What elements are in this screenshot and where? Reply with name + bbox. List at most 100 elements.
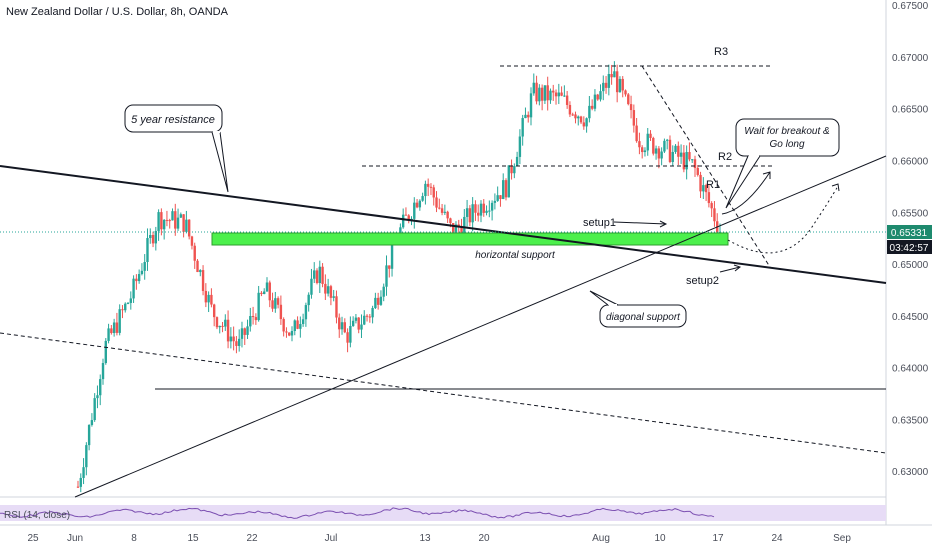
candle-body [474, 204, 477, 213]
candle-body [615, 71, 619, 93]
candle-body [624, 90, 627, 95]
current-price-value: 0.65331 [891, 228, 928, 239]
candle-body [493, 200, 497, 203]
candle-body [574, 114, 577, 119]
diagonal-support-line[interactable] [74, 155, 887, 498]
price-axis[interactable]: 0.67500 0.67000 0.66500 0.66000 0.65500 0.650… [892, 1, 929, 478]
candle-body [374, 297, 377, 309]
price-tick-label: 0.63500 [892, 415, 929, 426]
diagonal-callout-box[interactable] [599, 304, 687, 328]
candle-body [388, 265, 391, 269]
time-tick-label: 10 [654, 533, 666, 544]
candle-body [432, 187, 435, 198]
breakout-line2: Go long [769, 139, 804, 150]
countdown-value: 03:42:57 [890, 243, 929, 254]
candle-body [201, 270, 205, 291]
candle-body [521, 118, 524, 137]
candle-body [160, 212, 163, 230]
time-axis[interactable]: 25 Jun 8 15 22 Jul 13 20 Aug 10 17 24 Sep [27, 533, 851, 544]
breakout-arrow-head [762, 171, 771, 179]
candle-body [424, 183, 427, 197]
candle-body [382, 286, 385, 297]
candle-body [496, 195, 499, 201]
candle-body [146, 238, 149, 263]
time-tick-label: 8 [131, 533, 137, 544]
candle-body [212, 304, 216, 318]
candle-body [124, 303, 127, 311]
time-tick-label: 22 [246, 533, 258, 544]
candle-body [665, 139, 669, 141]
candle-body [713, 208, 716, 222]
candle-body [502, 180, 505, 200]
candle-body [329, 286, 333, 298]
candle-body [638, 141, 641, 148]
candle-body [371, 308, 374, 318]
candle-body [685, 152, 688, 170]
candle-body [318, 266, 321, 284]
price-tick-label: 0.67000 [892, 53, 929, 64]
candle-body [602, 82, 605, 92]
candle-body [185, 219, 188, 232]
candle-body [254, 317, 258, 321]
candle-body [343, 322, 347, 333]
candle-body [276, 298, 280, 305]
candle-body [532, 82, 535, 94]
candle-body [176, 217, 180, 229]
candle-body [251, 316, 255, 318]
candle-body [187, 219, 191, 237]
candle-body [691, 159, 694, 161]
candle-body [221, 325, 224, 327]
candle-body [618, 78, 622, 93]
r2-label: R2 [718, 151, 732, 163]
resistance-callout-pointer [211, 131, 229, 193]
horizontal-support-zone[interactable] [211, 232, 729, 246]
candle-body [99, 379, 102, 396]
descending-dashed-trendline[interactable] [641, 65, 771, 268]
current-price-box [887, 225, 932, 239]
candle-body [451, 223, 455, 238]
candle-body [115, 322, 119, 333]
candle-body [288, 332, 291, 336]
candle-body [415, 202, 419, 208]
candle-body [677, 145, 680, 157]
candle-body [543, 85, 547, 101]
resistance-callout-box[interactable] [124, 104, 223, 133]
candle-body [357, 317, 360, 330]
candle-body [471, 204, 474, 223]
candle-body [385, 265, 388, 287]
candle-body [340, 322, 344, 330]
setup2-pointer-head [733, 264, 742, 272]
candle-body [112, 322, 116, 334]
candle-body [660, 151, 663, 159]
candle-body [546, 85, 549, 101]
breakout-callout-box[interactable] [735, 118, 840, 157]
price-tick-label: 0.64000 [892, 364, 929, 375]
candle-body [554, 92, 558, 97]
candle-body [629, 104, 633, 111]
countdown-box [887, 240, 932, 254]
lower-dashed-trendline[interactable] [0, 332, 887, 454]
candle-body [235, 341, 238, 346]
candle-body [207, 294, 210, 303]
candle-body [704, 185, 708, 193]
candle-body [137, 274, 141, 282]
candle-body [79, 477, 82, 487]
setup1-label: setup1 [583, 217, 616, 229]
candle-body [468, 208, 472, 223]
candle-body [582, 122, 586, 127]
candle-body [635, 125, 638, 142]
five-year-resistance-line[interactable] [0, 165, 887, 284]
candle-body [282, 319, 285, 332]
candle-body [702, 185, 705, 192]
candle-body [229, 336, 233, 342]
candle-body [682, 152, 686, 170]
candle-body [657, 148, 661, 159]
candle-body [515, 156, 519, 167]
candle-body [590, 105, 594, 109]
candle-body [135, 278, 138, 282]
candle-body [632, 110, 636, 126]
plot-area[interactable] [0, 0, 886, 525]
candle-body [535, 82, 538, 102]
candle-body [407, 215, 410, 220]
